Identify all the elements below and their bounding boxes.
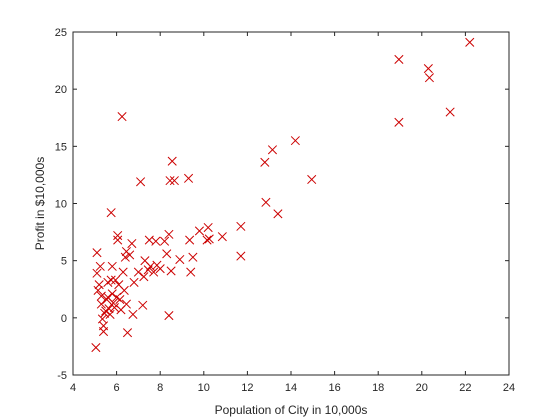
y-axis-title: Profit in $10,000s bbox=[33, 157, 47, 250]
data-point-marker bbox=[151, 236, 161, 246]
data-point-marker bbox=[125, 250, 135, 260]
ticks-layer: 4 6 8 10 12 14 16 18 20 22 24 -5 0 5 10 15 20 25 bbox=[55, 27, 515, 394]
data-point-marker bbox=[122, 328, 133, 338]
plot-area bbox=[72, 31, 510, 376]
x-tick-label: 20 bbox=[416, 382, 428, 394]
data-point-marker bbox=[261, 197, 271, 207]
data-point-marker bbox=[136, 177, 146, 187]
x-tick-label: 24 bbox=[503, 382, 515, 394]
y-tick-label: 15 bbox=[55, 141, 67, 153]
data-point-marker bbox=[104, 304, 114, 314]
x-tick-label: 6 bbox=[114, 382, 120, 394]
data-point-marker bbox=[166, 266, 176, 276]
data-point-marker bbox=[118, 267, 128, 277]
x-tick-label: 16 bbox=[328, 382, 340, 394]
y-tick-label: 25 bbox=[55, 27, 67, 39]
data-point-marker bbox=[465, 37, 475, 47]
x-tick-label: 4 bbox=[70, 382, 76, 394]
data-point-marker bbox=[167, 156, 177, 166]
data-point-marker bbox=[92, 248, 102, 258]
data-point-marker bbox=[186, 267, 196, 277]
data-point-marker bbox=[106, 275, 116, 285]
data-point-marker bbox=[128, 309, 138, 319]
data-point-marker bbox=[164, 310, 174, 321]
data-point-marker bbox=[119, 285, 129, 295]
data-point-marker bbox=[183, 173, 194, 183]
y-tick-label: -5 bbox=[57, 370, 67, 382]
data-point-marker bbox=[164, 229, 174, 239]
data-point-marker bbox=[91, 343, 101, 353]
data-point-marker bbox=[203, 222, 213, 233]
data-point-marker bbox=[110, 275, 121, 285]
data-point-marker bbox=[92, 268, 102, 278]
x-axis-title: Population of City in 10,000s bbox=[215, 403, 368, 417]
data-point-marker bbox=[169, 176, 179, 186]
x-tick-label: 22 bbox=[459, 382, 471, 394]
data-point-marker bbox=[117, 112, 127, 122]
data-point-marker bbox=[160, 236, 170, 246]
data-point-marker bbox=[93, 285, 103, 295]
data-point-marker bbox=[423, 64, 433, 74]
data-point-marker bbox=[133, 267, 143, 277]
x-tick-label: 12 bbox=[241, 382, 253, 394]
data-point-marker bbox=[424, 73, 434, 83]
data-point-marker bbox=[236, 221, 246, 231]
data-point-marker bbox=[260, 157, 270, 167]
data-point-marker bbox=[175, 254, 185, 265]
data-point-marker bbox=[94, 280, 104, 290]
x-tick-label: 14 bbox=[285, 382, 297, 394]
data-point-marker bbox=[267, 145, 278, 155]
y-tick-label: 10 bbox=[55, 199, 67, 211]
data-point-marker bbox=[165, 176, 175, 186]
data-point-marker bbox=[185, 235, 195, 245]
data-point-marker bbox=[162, 249, 172, 259]
data-point-marker bbox=[204, 234, 214, 244]
data-point-marker bbox=[155, 264, 165, 274]
y-tick-label: 5 bbox=[61, 256, 67, 268]
data-point-marker bbox=[95, 261, 105, 271]
x-tick-label: 8 bbox=[157, 382, 163, 394]
data-point-marker bbox=[236, 251, 246, 261]
x-tick-label: 18 bbox=[372, 382, 384, 394]
data-point-marker bbox=[113, 230, 123, 241]
data-point-marker bbox=[120, 252, 130, 262]
data-point-marker bbox=[127, 238, 137, 249]
data-point-marker bbox=[273, 209, 283, 219]
data-point-marker bbox=[138, 300, 148, 310]
data-point-marker bbox=[307, 174, 317, 185]
data-point-marker bbox=[107, 261, 117, 271]
y-tick-label: 0 bbox=[61, 313, 67, 325]
data-point-marker bbox=[107, 289, 117, 299]
data-point-marker bbox=[394, 117, 404, 127]
data-point-marker bbox=[188, 252, 198, 262]
data-point-marker bbox=[394, 54, 404, 64]
data-point-marker bbox=[194, 226, 204, 236]
data-point-marker bbox=[113, 235, 123, 245]
data-point-marker bbox=[105, 309, 115, 319]
data-point-marker bbox=[149, 267, 159, 277]
data-point-marker bbox=[129, 277, 139, 287]
data-point-marker bbox=[115, 294, 125, 305]
data-point-marker bbox=[109, 302, 119, 313]
x-tick-label: 10 bbox=[198, 382, 210, 394]
data-point-marker bbox=[202, 235, 212, 245]
data-point-marker bbox=[445, 107, 455, 117]
data-point-marker bbox=[139, 272, 149, 282]
markers-layer bbox=[91, 37, 475, 353]
data-point-marker bbox=[106, 208, 116, 218]
data-point-marker bbox=[217, 232, 227, 242]
y-tick-label: 20 bbox=[55, 84, 67, 96]
data-point-marker bbox=[98, 326, 109, 337]
data-point-marker bbox=[290, 136, 300, 146]
data-point-marker bbox=[121, 299, 131, 309]
